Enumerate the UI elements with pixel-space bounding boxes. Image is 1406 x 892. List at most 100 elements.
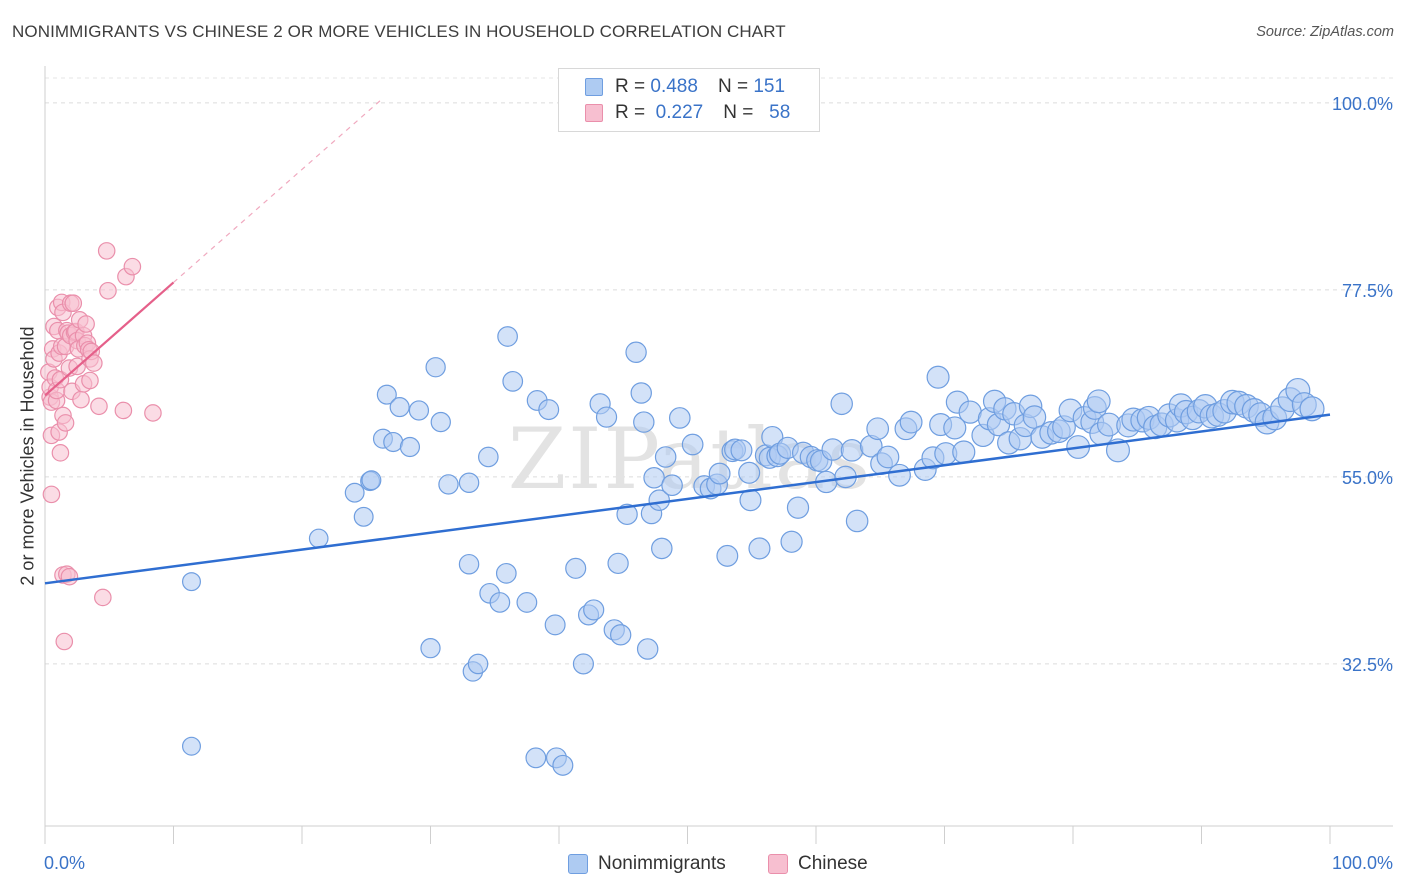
point-chinese	[81, 371, 99, 390]
point-chinese	[90, 397, 108, 416]
point-nonimmigrants	[899, 410, 923, 434]
bottom-legend-label-chinese: Chinese	[798, 853, 868, 874]
legend-r-label: R =	[615, 102, 646, 123]
point-nonimmigrants	[438, 474, 459, 495]
point-nonimmigrants	[425, 357, 446, 378]
trend-line-chinese	[44, 281, 175, 397]
point-nonimmigrants	[943, 416, 967, 440]
point-nonimmigrants	[1299, 396, 1325, 422]
point-nonimmigrants	[497, 326, 518, 347]
point-nonimmigrants	[730, 439, 753, 462]
point-chinese	[77, 315, 95, 333]
point-nonimmigrants	[830, 392, 853, 416]
point-nonimmigrants	[181, 572, 201, 592]
point-chinese	[72, 390, 90, 409]
point-nonimmigrants	[595, 406, 618, 428]
point-nonimmigrants	[489, 592, 511, 613]
point-nonimmigrants	[876, 445, 900, 469]
point-nonimmigrants	[538, 399, 560, 421]
bottom-legend-nonimmigrants: Nonimmigrants	[568, 852, 726, 876]
point-nonimmigrants	[430, 411, 451, 433]
point-nonimmigrants	[625, 341, 647, 363]
legend-n-value-nonimmigrants: 151	[753, 76, 786, 97]
point-nonimmigrants	[610, 624, 632, 646]
point-nonimmigrants	[572, 653, 594, 675]
point-nonimmigrants	[952, 440, 976, 464]
point-nonimmigrants	[376, 384, 397, 405]
point-nonimmigrants	[845, 509, 869, 533]
point-nonimmigrants	[1105, 438, 1130, 463]
point-nonimmigrants	[361, 470, 382, 491]
y-axis-label: 2 or more Vehicles in Household	[17, 326, 38, 586]
y-tick-label: 32.5%	[1342, 655, 1393, 675]
point-nonimmigrants	[1022, 405, 1047, 429]
point-nonimmigrants	[738, 461, 761, 484]
point-chinese	[114, 401, 133, 420]
point-chinese	[64, 294, 83, 313]
bottom-legend-swatch-nonimmigrants	[568, 854, 588, 874]
point-nonimmigrants	[866, 417, 890, 441]
point-nonimmigrants	[478, 446, 499, 468]
point-chinese	[60, 567, 79, 586]
point-nonimmigrants	[748, 537, 771, 560]
point-nonimmigrants	[458, 553, 480, 575]
point-chinese	[94, 588, 112, 607]
point-nonimmigrants	[420, 637, 441, 659]
point-nonimmigrants	[552, 754, 574, 776]
point-chinese	[97, 242, 116, 260]
data-points	[40, 242, 1325, 776]
point-chinese	[144, 404, 162, 422]
point-nonimmigrants	[408, 400, 430, 421]
point-nonimmigrants	[780, 530, 803, 553]
point-nonimmigrants	[353, 506, 374, 527]
point-nonimmigrants	[651, 537, 673, 560]
point-nonimmigrants	[1086, 389, 1111, 414]
point-chinese	[51, 444, 70, 462]
point-nonimmigrants	[840, 439, 864, 462]
point-nonimmigrants	[821, 438, 844, 461]
point-nonimmigrants	[565, 557, 587, 579]
point-nonimmigrants	[181, 736, 201, 756]
point-nonimmigrants	[583, 599, 605, 621]
point-nonimmigrants	[495, 562, 517, 584]
point-nonimmigrants	[389, 397, 410, 418]
point-nonimmigrants	[544, 614, 566, 636]
point-nonimmigrants	[607, 552, 629, 575]
point-nonimmigrants	[786, 496, 810, 519]
grid-lines	[45, 77, 1393, 665]
point-nonimmigrants	[308, 528, 329, 549]
point-chinese	[42, 485, 61, 504]
bottom-legend-label-nonimmigrants: Nonimmigrants	[598, 853, 726, 874]
legend-swatch-chinese	[585, 104, 603, 122]
legend-row-chinese: R = 0.227 N = 58	[585, 101, 790, 125]
point-chinese	[56, 414, 75, 432]
point-nonimmigrants	[654, 446, 677, 468]
point-nonimmigrants	[383, 431, 404, 453]
point-nonimmigrants	[344, 482, 365, 503]
point-nonimmigrants	[708, 462, 731, 485]
point-chinese	[55, 632, 74, 651]
point-nonimmigrants	[458, 472, 480, 494]
trend-lines	[44, 98, 1331, 585]
y-tick-label: 100.0%	[1332, 94, 1393, 114]
point-nonimmigrants	[636, 638, 659, 660]
legend-r-value-nonimmigrants: 0.488	[650, 76, 698, 97]
legend-r-label: R =	[615, 76, 646, 97]
point-nonimmigrants	[525, 747, 547, 769]
point-chinese	[123, 257, 142, 276]
tick-labels: 32.5% 55.0% 77.5% 100.0% 0.0% 100.0%	[44, 94, 1393, 873]
y-tick-label: 77.5%	[1342, 281, 1393, 301]
legend-n-label: N =	[717, 76, 749, 97]
bottom-legend-chinese: Chinese	[768, 852, 868, 876]
point-nonimmigrants	[630, 382, 652, 404]
legend: R = 0.488 N = 151 R = 0.227 N = 58	[558, 68, 820, 132]
point-nonimmigrants	[616, 503, 638, 526]
point-nonimmigrants	[643, 467, 665, 489]
point-nonimmigrants	[681, 433, 704, 456]
legend-n-label: N =	[723, 102, 754, 123]
point-nonimmigrants	[467, 653, 489, 675]
point-chinese	[51, 370, 70, 389]
trend-extension-chinese	[173, 98, 383, 283]
point-nonimmigrants	[661, 474, 683, 497]
